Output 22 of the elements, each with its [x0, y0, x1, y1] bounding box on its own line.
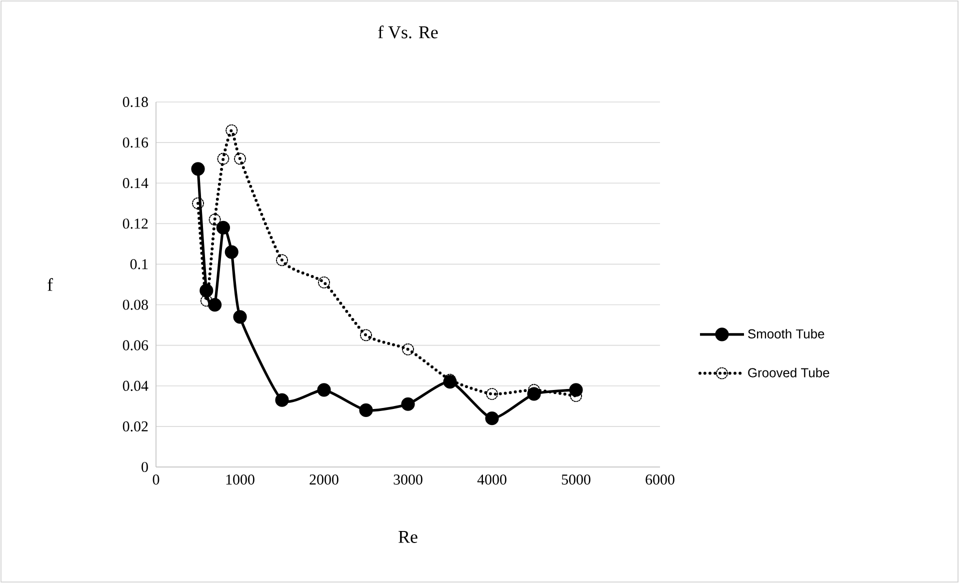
legend-label: Grooved Tube	[748, 368, 830, 378]
y-tick-label: 0.08	[122, 300, 148, 310]
x-tick-label: 3000	[394, 474, 422, 485]
y-tick-label: 0.12	[122, 218, 148, 229]
x-tick-label: 6000	[646, 474, 674, 485]
x-tick-label: 5000	[562, 474, 590, 485]
x-tick-label: 2000	[310, 474, 338, 485]
x-tick-label: 4000	[477, 474, 506, 485]
x-tick-label: 0	[152, 474, 160, 485]
chart-title: f Vs. Re	[378, 26, 438, 38]
y-tick-label: 0	[142, 462, 148, 472]
y-tick-label: 0.06	[122, 340, 148, 350]
y-axis-title: f	[48, 278, 53, 291]
x-axis-title: Re	[398, 531, 418, 543]
y-tick-label: 0.18	[122, 96, 148, 108]
x-tick-label: 1000	[226, 474, 254, 485]
y-tick-label: 0.04	[122, 380, 148, 391]
y-tick-label: 0.02	[122, 421, 148, 432]
y-tick-label: 0.16	[122, 137, 148, 148]
y-tick-label: 0.1	[130, 259, 148, 270]
y-tick-label: 0.14	[122, 178, 148, 188]
legend-label: Smooth Tube	[748, 328, 824, 338]
